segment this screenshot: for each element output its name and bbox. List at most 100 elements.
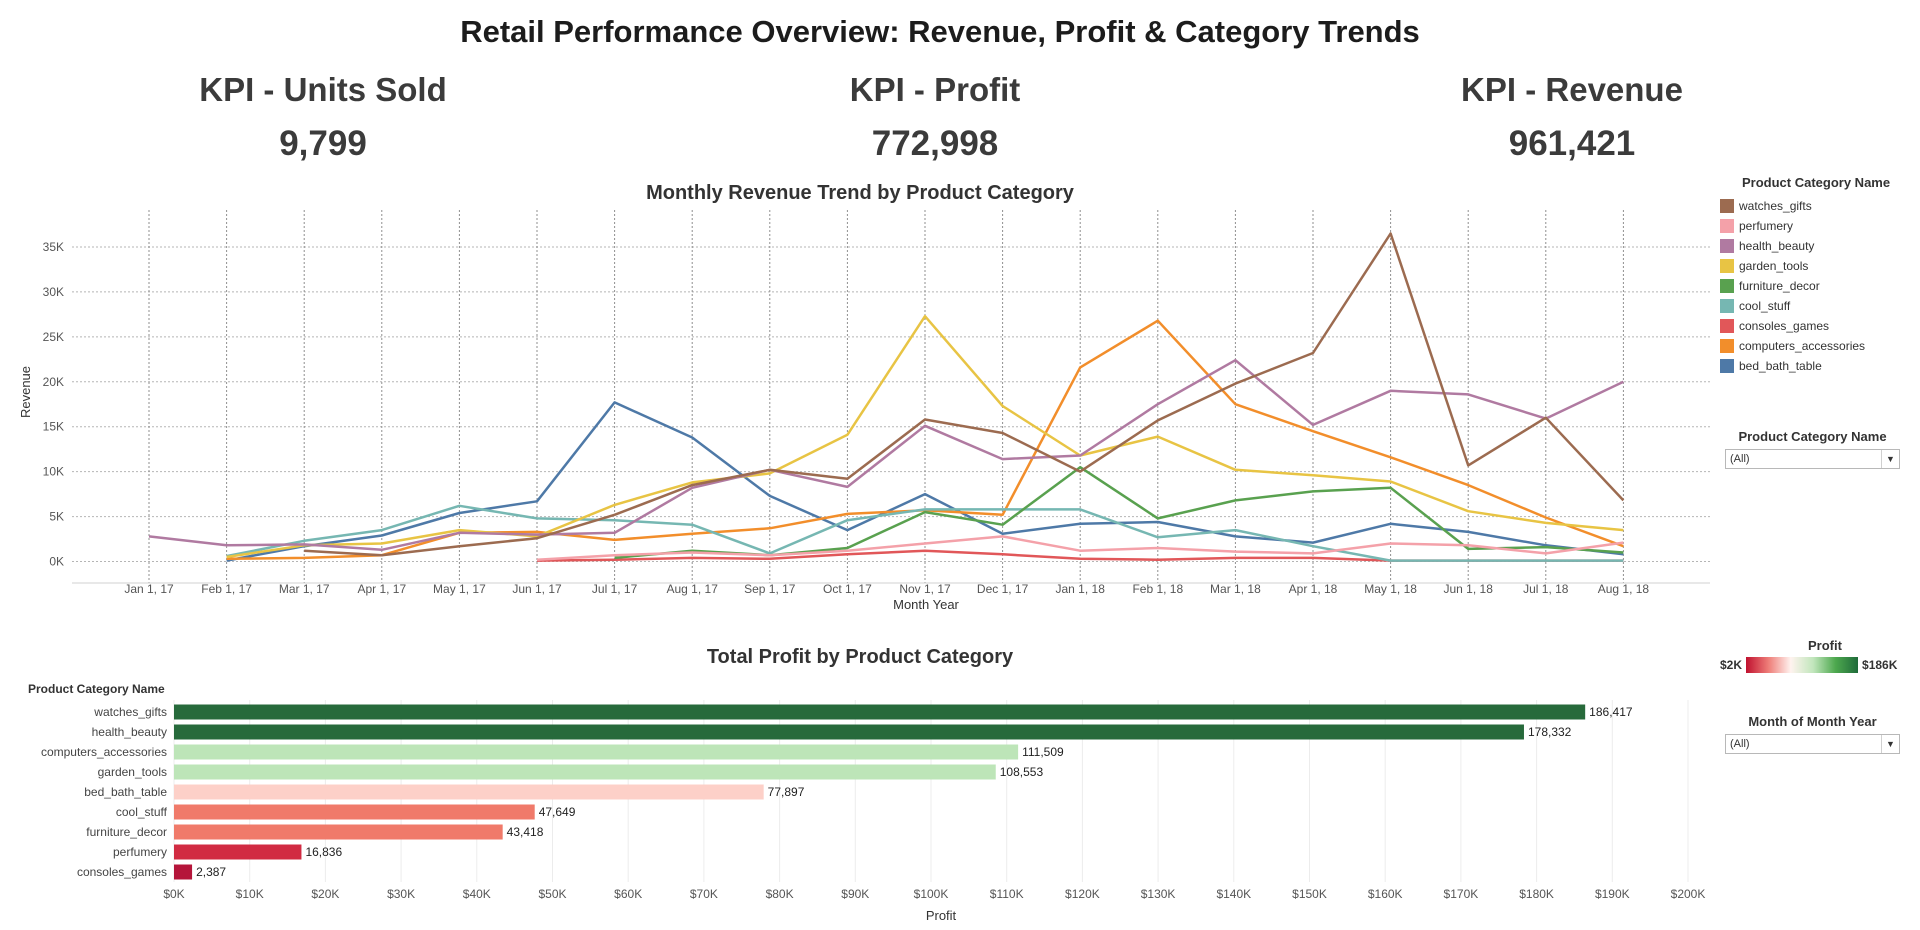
x-tick-label: Jul 1, 17: [592, 582, 638, 596]
legend-swatch: [1720, 239, 1734, 253]
x-tick-label: Aug 1, 18: [1598, 582, 1650, 596]
x-tick-label: $90K: [841, 887, 869, 901]
x-tick-label: Apr 1, 17: [357, 582, 406, 596]
bar-category-label: furniture_decor: [86, 825, 167, 839]
x-tick-label: Dec 1, 17: [977, 582, 1029, 596]
kpi-profit-title: KPI - Profit: [849, 71, 1021, 108]
x-tick-label: Nov 1, 17: [899, 582, 951, 596]
x-tick-label: $170K: [1444, 887, 1479, 901]
legend-label: consoles_games: [1739, 319, 1830, 333]
series-line-garden-tools[interactable]: [226, 314, 1624, 559]
x-tick-label: $140K: [1216, 887, 1251, 901]
x-tick-label: $100K: [914, 887, 949, 901]
kpi-revenue-title: KPI - Revenue: [1461, 71, 1683, 108]
bar-category-label: watches_gifts: [93, 705, 167, 719]
revenue-line-chart[interactable]: Monthly Revenue Trend by Product Categor…: [0, 170, 1720, 610]
legend-item[interactable]: consoles_games: [1720, 316, 1920, 336]
series-line-watches-gifts[interactable]: [304, 232, 1625, 557]
legend-label: garden_tools: [1739, 259, 1809, 273]
x-tick-label: Feb 1, 18: [1132, 582, 1183, 596]
x-tick-label: $130K: [1141, 887, 1176, 901]
legend-swatch: [1720, 339, 1734, 353]
legend-item[interactable]: garden_tools: [1720, 256, 1920, 276]
x-tick-label: Feb 1, 17: [201, 582, 252, 596]
legend-label: health_beauty: [1739, 239, 1815, 253]
kpi-profit-value: 772,998: [871, 124, 999, 163]
y-tick-label: 0K: [49, 555, 64, 569]
x-tick-label: Mar 1, 17: [279, 582, 330, 596]
profit-bar[interactable]: [174, 784, 764, 800]
legend-item[interactable]: health_beauty: [1720, 236, 1920, 256]
legend-item[interactable]: bed_bath_table: [1720, 356, 1920, 376]
x-tick-label: $180K: [1519, 887, 1554, 901]
dashboard-title: Retail Performance Overview: Revenue, Pr…: [460, 14, 1420, 49]
x-tick-label: $40K: [463, 887, 491, 901]
bar-category-label: bed_bath_table: [84, 785, 167, 799]
profit-bar[interactable]: [174, 804, 535, 820]
month-filter: Month of Month Year (All) ▼: [1725, 714, 1900, 754]
x-tick-label: $80K: [766, 887, 794, 901]
chevron-down-icon[interactable]: ▼: [1881, 735, 1899, 753]
y-tick-label: 25K: [43, 330, 64, 344]
x-tick-label: Jan 1, 18: [1056, 582, 1106, 596]
profit-color-legend-max: $186K: [1862, 658, 1898, 672]
chevron-down-icon[interactable]: ▼: [1881, 450, 1899, 468]
y-tick-label: 20K: [43, 375, 64, 389]
series-line-health-beauty[interactable]: [148, 358, 1624, 552]
bar-category-label: perfumery: [113, 845, 167, 859]
legend-label: watches_gifts: [1739, 199, 1812, 213]
month-filter-dropdown[interactable]: (All) ▼: [1725, 734, 1900, 754]
profit-color-legend-title: Profit: [1808, 638, 1842, 653]
bar-value-label: 2,387: [196, 865, 226, 879]
legend-swatch: [1720, 199, 1734, 213]
x-tick-label: Sep 1, 17: [744, 582, 796, 596]
profit-bar-chart[interactable]: Total Profit by Product Category Product …: [0, 630, 1720, 930]
legend-item[interactable]: furniture_decor: [1720, 276, 1920, 296]
profit-color-legend-min: $2K: [1720, 658, 1743, 672]
series-line-perfumery[interactable]: [536, 535, 1624, 561]
profit-bar[interactable]: [174, 724, 1524, 740]
series-line-bed-bath-table[interactable]: [226, 401, 1624, 562]
x-tick-label: $110K: [990, 887, 1024, 901]
legend-swatch: [1720, 259, 1734, 273]
legend-label: computers_accessories: [1739, 339, 1866, 353]
category-filter-title: Product Category Name: [1738, 429, 1887, 444]
bar-category-label: consoles_games: [77, 865, 167, 879]
category-filter: Product Category Name (All) ▼: [1725, 429, 1900, 469]
x-tick-label: Jun 1, 17: [512, 582, 562, 596]
bar-chart-title: Total Profit by Product Category: [707, 646, 1014, 668]
legend-item[interactable]: watches_gifts: [1720, 196, 1920, 216]
x-tick-label: $190K: [1595, 887, 1630, 901]
x-tick-label: Mar 1, 18: [1210, 582, 1261, 596]
bar-value-label: 47,649: [539, 805, 576, 819]
profit-bar[interactable]: [174, 704, 1586, 720]
profit-bar[interactable]: [174, 744, 1019, 760]
profit-bar[interactable]: [174, 824, 503, 840]
legend-label: perfumery: [1739, 219, 1794, 233]
series-line-cool-stuff[interactable]: [226, 504, 1624, 562]
bar-category-label: cool_stuff: [116, 805, 168, 819]
legend-label: cool_stuff: [1739, 299, 1791, 313]
x-tick-label: $160K: [1368, 887, 1403, 901]
y-tick-label: 5K: [49, 510, 64, 524]
line-chart-title: Monthly Revenue Trend by Product Categor…: [646, 182, 1075, 204]
legend-title: Product Category Name: [1742, 175, 1891, 190]
category-filter-dropdown[interactable]: (All) ▼: [1725, 449, 1900, 469]
profit-color-legend: Profit $2K $186K: [1720, 638, 1910, 673]
legend-swatch: [1720, 319, 1734, 333]
month-filter-value: (All): [1730, 738, 1750, 750]
profit-bar[interactable]: [174, 844, 302, 860]
bar-category-label: garden_tools: [98, 765, 167, 779]
legend-item[interactable]: computers_accessories: [1720, 336, 1920, 356]
profit-bar[interactable]: [174, 764, 996, 780]
y-tick-label: 35K: [43, 240, 64, 254]
x-tick-label: Oct 1, 17: [823, 582, 872, 596]
x-tick-label: $120K: [1065, 887, 1100, 901]
legend-item[interactable]: cool_stuff: [1720, 296, 1920, 316]
x-tick-label: $20K: [311, 887, 339, 901]
profit-bar[interactable]: [174, 864, 193, 880]
bar-value-label: 108,553: [1000, 765, 1044, 779]
bar-value-label: 178,332: [1528, 725, 1572, 739]
legend-item[interactable]: perfumery: [1720, 216, 1920, 236]
